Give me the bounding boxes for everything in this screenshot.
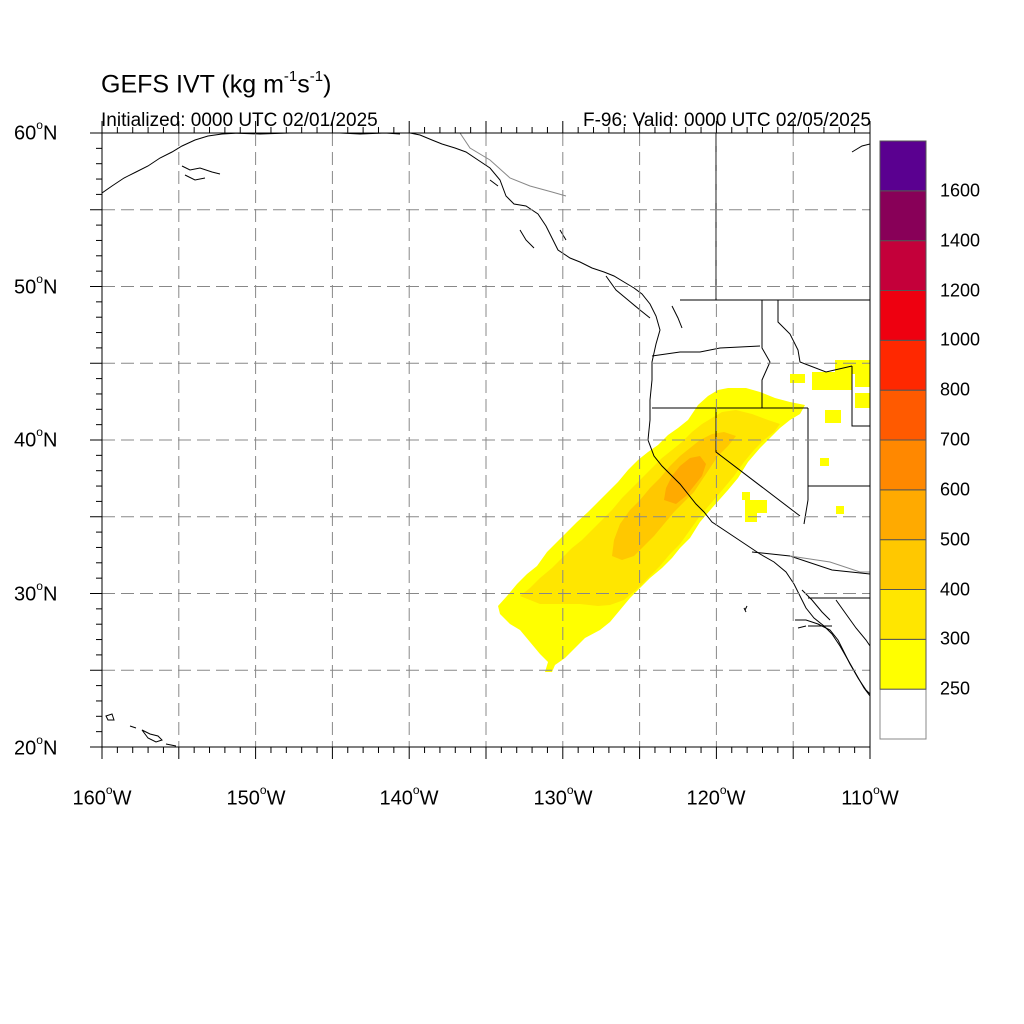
colorbar-label: 800 xyxy=(940,379,971,400)
colorbar-label: 1000 xyxy=(940,329,981,350)
valid-time: F-96: Valid: 0000 UTC 02/05/2025 xyxy=(583,110,871,131)
colorbar-label: 300 xyxy=(940,628,971,649)
coastline-baja xyxy=(795,619,870,695)
colorbar-swatch xyxy=(879,638,927,690)
az-border xyxy=(803,499,870,599)
ivt-250-patch xyxy=(855,393,870,408)
ivt-250-patch xyxy=(742,492,750,500)
colorbar-label: 1600 xyxy=(940,180,981,201)
graticule xyxy=(102,133,870,747)
colorbar-swatch xyxy=(879,389,927,441)
mexico-border xyxy=(751,551,870,575)
colorbar-swatch xyxy=(879,140,927,192)
lat-label: 30oN xyxy=(14,579,58,606)
coastline-hudson xyxy=(851,143,870,153)
idaho-border xyxy=(761,300,771,408)
coastlines xyxy=(102,133,870,747)
ivt-250-patch xyxy=(790,374,805,383)
coastline-gulf-california xyxy=(801,589,870,647)
us-canada-border xyxy=(680,133,870,301)
colorbar-swatch xyxy=(879,240,927,292)
ivt-250-patch xyxy=(812,372,852,390)
colorbar-label: 1400 xyxy=(940,230,981,251)
colorbar-label: 1200 xyxy=(940,280,981,300)
mt-border xyxy=(777,300,853,373)
map-title: GEFS IVT (kg m-1s-1) xyxy=(101,68,332,99)
ivt-shading xyxy=(498,360,870,672)
colorbar-swatch xyxy=(879,339,927,391)
axis-ticks xyxy=(90,121,871,759)
coastline-guadalupe xyxy=(743,607,747,613)
colorbar xyxy=(879,140,927,740)
initialized-time: Initialized: 0000 UTC 02/01/2025 xyxy=(101,110,378,131)
coastline-hawaii xyxy=(105,713,177,747)
colorbar-swatch xyxy=(879,190,927,242)
colorbar-swatch xyxy=(879,290,927,341)
ivt-250-patch xyxy=(820,458,829,466)
coastline-alaska xyxy=(102,133,870,697)
lon-label: 150oW xyxy=(226,783,286,810)
colorbar-swatch xyxy=(879,539,927,591)
colorbar-swatch xyxy=(879,489,927,541)
colorbar-label: 400 xyxy=(940,579,971,599)
lon-label: 130oW xyxy=(533,783,593,810)
colorbar-label: 700 xyxy=(940,429,971,450)
colorbar-label: 500 xyxy=(940,529,971,550)
ivt-250-patch xyxy=(745,513,757,522)
lon-label: 140oW xyxy=(379,783,439,810)
colorbar-swatch xyxy=(879,439,927,491)
state-borders-gray xyxy=(459,133,870,573)
colorbar-swatch xyxy=(879,589,927,640)
lat-label: 50oN xyxy=(14,272,58,299)
colorbar-label: 250 xyxy=(940,678,971,699)
ivt-250-patch xyxy=(745,500,767,513)
washington-oregon-border xyxy=(651,345,761,357)
lon-label: 120oW xyxy=(686,783,746,810)
colorbar-label: 600 xyxy=(940,479,971,500)
lon-label: 160oW xyxy=(72,783,132,810)
lat-label: 20oN xyxy=(14,733,58,760)
lat-label: 60oN xyxy=(14,118,58,145)
lat-label: 40oN xyxy=(14,425,58,452)
ivt-250-patch xyxy=(836,506,844,514)
colorbar-swatch xyxy=(879,688,927,740)
wy-border xyxy=(851,366,870,427)
lon-label: 110oW xyxy=(841,783,899,810)
ivt-500-region xyxy=(664,456,706,504)
ivt-250-patch xyxy=(855,372,870,387)
ivt-250-patch xyxy=(825,410,841,423)
